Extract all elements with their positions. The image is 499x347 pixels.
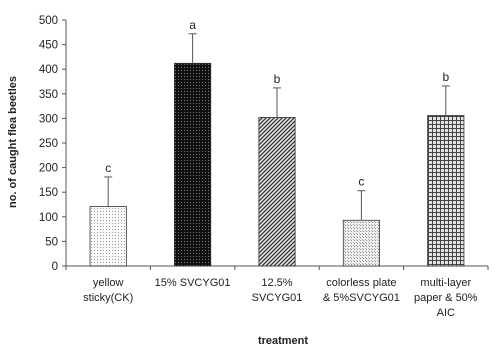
y-tick-label: 200 [39,163,58,175]
y-tick-label: 50 [45,236,58,248]
significance-letter: c [358,175,364,189]
significance-letter: b [442,70,449,84]
y-axis: 0 50 100 150 200 250 300 350 400 450 500 [39,15,67,273]
significance-letter: c [105,161,111,175]
y-tick-label: 400 [39,64,58,76]
bar [342,219,380,267]
y-tick-label: 450 [39,40,58,52]
category-label: yellow sticky(CK) [83,277,133,304]
significance-labels: c a b c b [105,18,449,189]
bar [258,117,296,267]
y-axis-title: no. of caught flea beetles [7,76,19,208]
category-label: multi-layer paper & 50% AIC [414,277,478,319]
bar [89,206,127,267]
y-tick-label: 300 [39,113,58,125]
significance-letter: a [189,18,196,32]
bar [427,115,465,267]
category-label: 15% SVCYG01 [155,277,231,289]
category-label: 12.5% SVCYG01 [252,277,303,304]
bar [174,62,212,267]
category-labels: yellow sticky(CK) 15% SVCYG01 12.5% SVCYG01 c… [83,277,478,319]
y-tick-label: 500 [39,15,58,27]
significance-letter: b [274,72,281,86]
category-label: colorless plate & 5%SVCYG01 [323,277,400,304]
x-axis [65,265,489,270]
y-tick-label: 250 [39,138,58,150]
y-tick-label: 350 [39,89,58,101]
error-bars [104,33,450,221]
y-tick-label: 150 [39,187,58,199]
y-tick-label: 100 [39,212,58,224]
x-axis-title: treatment [258,335,308,347]
y-tick-label: 0 [52,261,58,273]
